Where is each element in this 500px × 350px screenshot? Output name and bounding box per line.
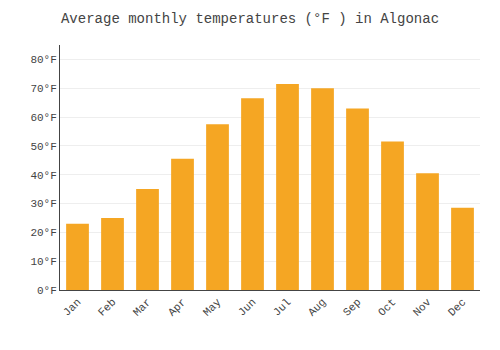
svg-text:Aug: Aug xyxy=(306,296,328,318)
svg-text:Apr: Apr xyxy=(166,296,188,318)
svg-text:Dec: Dec xyxy=(446,296,468,318)
svg-text:Average monthly temperatures (: Average monthly temperatures (°F ) in Al… xyxy=(61,11,439,27)
svg-text:Jul: Jul xyxy=(271,296,293,318)
svg-text:20°F: 20°F xyxy=(30,227,56,239)
svg-text:Feb: Feb xyxy=(96,296,118,318)
svg-text:Nov: Nov xyxy=(411,296,434,319)
svg-text:50°F: 50°F xyxy=(30,141,56,153)
svg-text:Mar: Mar xyxy=(131,296,153,318)
svg-text:10°F: 10°F xyxy=(30,256,56,268)
svg-text:Sep: Sep xyxy=(341,296,363,318)
svg-text:Jan: Jan xyxy=(61,296,83,318)
svg-text:Jun: Jun xyxy=(236,296,258,318)
svg-text:30°F: 30°F xyxy=(30,198,56,210)
svg-text:60°F: 60°F xyxy=(30,112,56,124)
svg-text:80°F: 80°F xyxy=(30,54,56,66)
svg-text:70°F: 70°F xyxy=(30,83,56,95)
svg-text:May: May xyxy=(201,296,224,319)
svg-text:40°F: 40°F xyxy=(30,170,56,182)
svg-text:0°F: 0°F xyxy=(37,285,57,297)
svg-text:Oct: Oct xyxy=(376,296,398,318)
